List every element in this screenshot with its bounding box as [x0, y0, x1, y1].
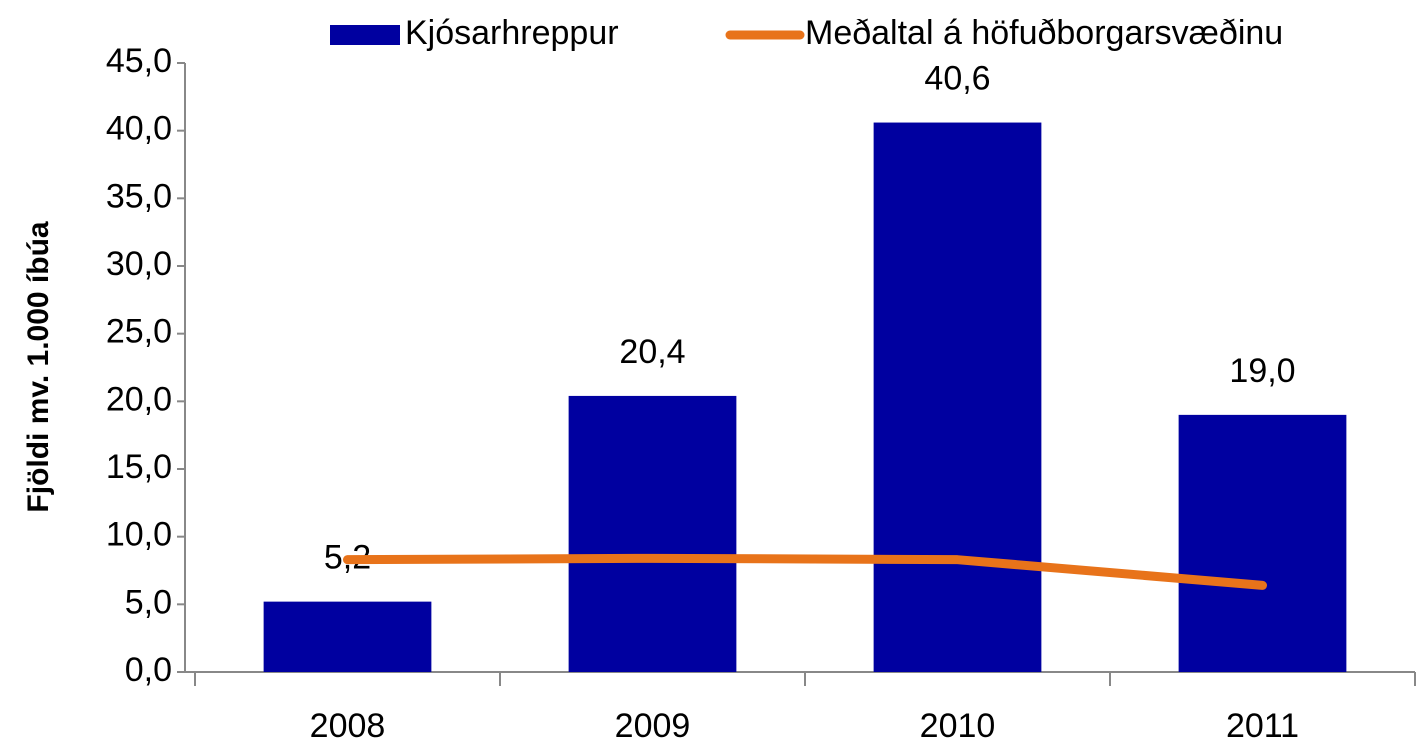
x-tick-label: 2009 [615, 707, 691, 745]
x-tick-label: 2010 [920, 707, 996, 745]
data-label: 20,4 [619, 333, 685, 371]
x-tick-label: 2011 [1226, 707, 1299, 745]
line [343, 553, 1267, 590]
y-tick-label: 30,0 [106, 245, 172, 283]
legend-label: Meðaltal á höfuðborgarsvæðinu [805, 14, 1283, 52]
bar [1178, 414, 1347, 672]
y-tick-label: 45,0 [106, 42, 172, 80]
x-tick-label: 2008 [310, 707, 386, 745]
bar [568, 395, 737, 672]
bar [873, 122, 1042, 672]
y-tick-label: 20,0 [106, 380, 172, 418]
y-axis-label: Fjöldi mv. 1.000 íbúa [22, 221, 55, 513]
y-tick-label: 35,0 [106, 177, 172, 215]
y-tick-label: 5,0 [125, 583, 172, 621]
data-label: 40,6 [924, 60, 990, 98]
y-tick-label: 25,0 [106, 313, 172, 351]
y-tick-label: 10,0 [106, 516, 172, 554]
y-tick-label: 15,0 [106, 448, 172, 486]
y-tick-label: 40,0 [106, 110, 172, 148]
y-tick-label: 0,0 [125, 651, 172, 689]
legend-swatch [330, 25, 400, 45]
data-label: 19,0 [1229, 352, 1295, 390]
legend-label: Kjósarhreppur [405, 14, 619, 52]
bar [263, 601, 432, 672]
